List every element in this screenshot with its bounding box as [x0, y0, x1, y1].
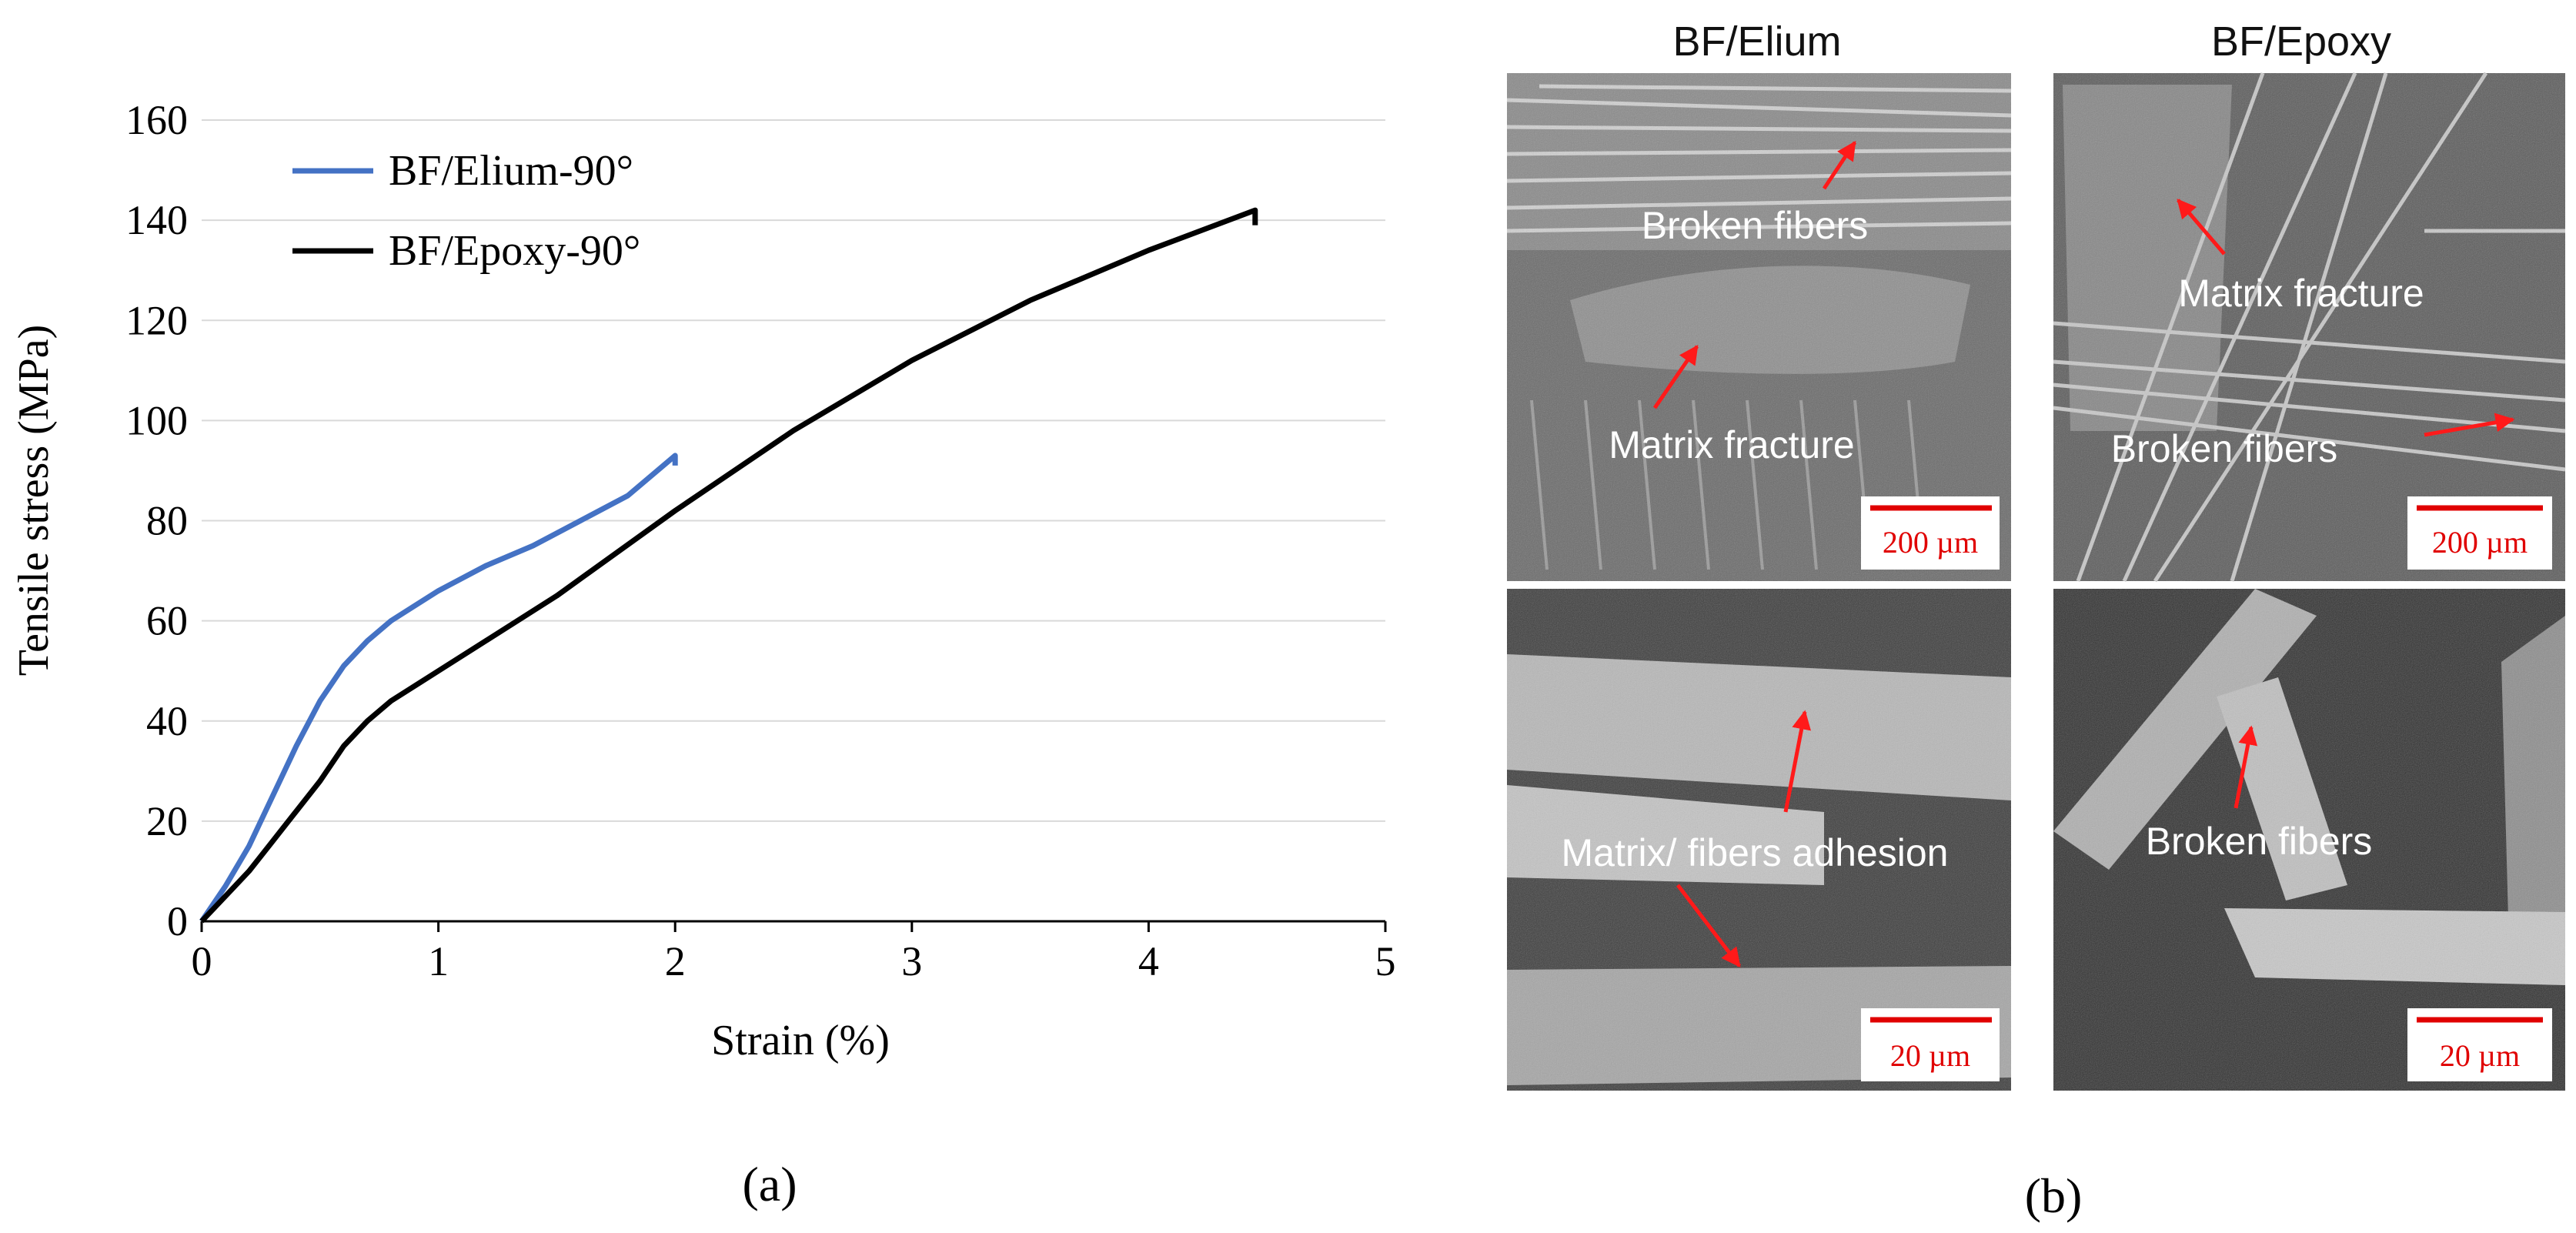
annotation-broken-fibers-br: Broken fibers	[2146, 820, 2373, 863]
axes	[200, 920, 1387, 932]
x-tick-label: 0	[192, 938, 212, 984]
sem-image-epoxy-200um: Matrix fracture Broken fibers 200 µm	[2053, 72, 2566, 583]
x-tick-label: 2	[665, 938, 686, 984]
annotation-adhesion-bl: Matrix/ fibers adhesion	[1561, 831, 1948, 874]
y-tick-label: 20	[146, 798, 188, 844]
series-line-1	[199, 207, 1258, 924]
arrow-adhesion-lower-bl	[1676, 884, 1741, 967]
sem-image-epoxy-20um: Broken fibers 20 µm	[2053, 589, 2565, 1091]
sem-image-elium-200um: Broken fibers Matrix fracture 200 µm	[1506, 73, 2012, 581]
x-tick-label: 3	[901, 938, 922, 984]
x-tick-label: 4	[1138, 938, 1159, 984]
arrow-matrix-fracture-tr	[2177, 199, 2226, 256]
y-tick-label: 120	[125, 297, 188, 343]
panel-label-b: (b)	[2025, 1168, 2083, 1223]
legend-label-epoxy: BF/Epoxy-90°	[389, 227, 640, 275]
scale-bar-tl: 200 µm	[1883, 525, 1978, 560]
y-tick-labels: 0 20 40 60 80 100 120 140 160	[125, 97, 188, 944]
x-axis-title: Strain (%)	[711, 1017, 890, 1064]
y-tick-label: 80	[146, 498, 188, 544]
annotation-matrix-fracture-tr: Matrix fracture	[2178, 272, 2424, 315]
arrow-matrix-fracture-tl	[1652, 344, 1699, 409]
tensile-chart: 0 20 40 60 80 100 120 140 160 0 1 2 3 4 5	[125, 97, 1396, 984]
y-tick-label: 140	[125, 197, 188, 243]
scale-bar-bl: 20 µm	[1890, 1038, 1970, 1073]
sem-column-title-epoxy: BF/Epoxy	[2211, 18, 2391, 65]
sem-image-elium-20um: Matrix/ fibers adhesion 20 µm	[1507, 589, 2011, 1091]
legend: BF/Elium-90° BF/Epoxy-90°	[292, 147, 640, 275]
x-tick-label: 5	[1375, 938, 1396, 984]
y-tick-label: 60	[146, 598, 188, 644]
y-tick-label: 0	[167, 898, 188, 944]
scale-bar-tr: 200 µm	[2432, 525, 2528, 560]
y-tick-label: 40	[146, 698, 188, 744]
panel-label-a: (a)	[742, 1157, 797, 1211]
arrow-broken-fibers-br	[2234, 725, 2258, 809]
series-lines	[199, 207, 1258, 924]
series-line-0	[199, 453, 678, 923]
y-tick-label: 160	[125, 97, 188, 143]
y-axis-title: Tensile stress (MPa)	[10, 325, 58, 676]
annotation-matrix-fracture-tl: Matrix fracture	[1609, 423, 1855, 466]
arrow-broken-fibers-tr	[2424, 413, 2515, 437]
x-tick-label: 1	[428, 938, 449, 984]
x-tick-labels: 0 1 2 3 4 5	[192, 938, 1396, 984]
arrow-adhesion-upper-bl	[1783, 710, 1812, 813]
scale-bar-br: 20 µm	[2440, 1038, 2520, 1073]
y-tick-label: 100	[125, 397, 188, 443]
gridlines	[202, 119, 1385, 822]
annotation-broken-fibers-tl: Broken fibers	[1642, 204, 1869, 247]
legend-label-elium: BF/Elium-90°	[389, 147, 633, 195]
annotation-broken-fibers-tr: Broken fibers	[2111, 427, 2338, 470]
arrow-broken-fibers-tl	[1822, 140, 1857, 190]
sem-column-title-elium: BF/Elium	[1672, 18, 1841, 65]
